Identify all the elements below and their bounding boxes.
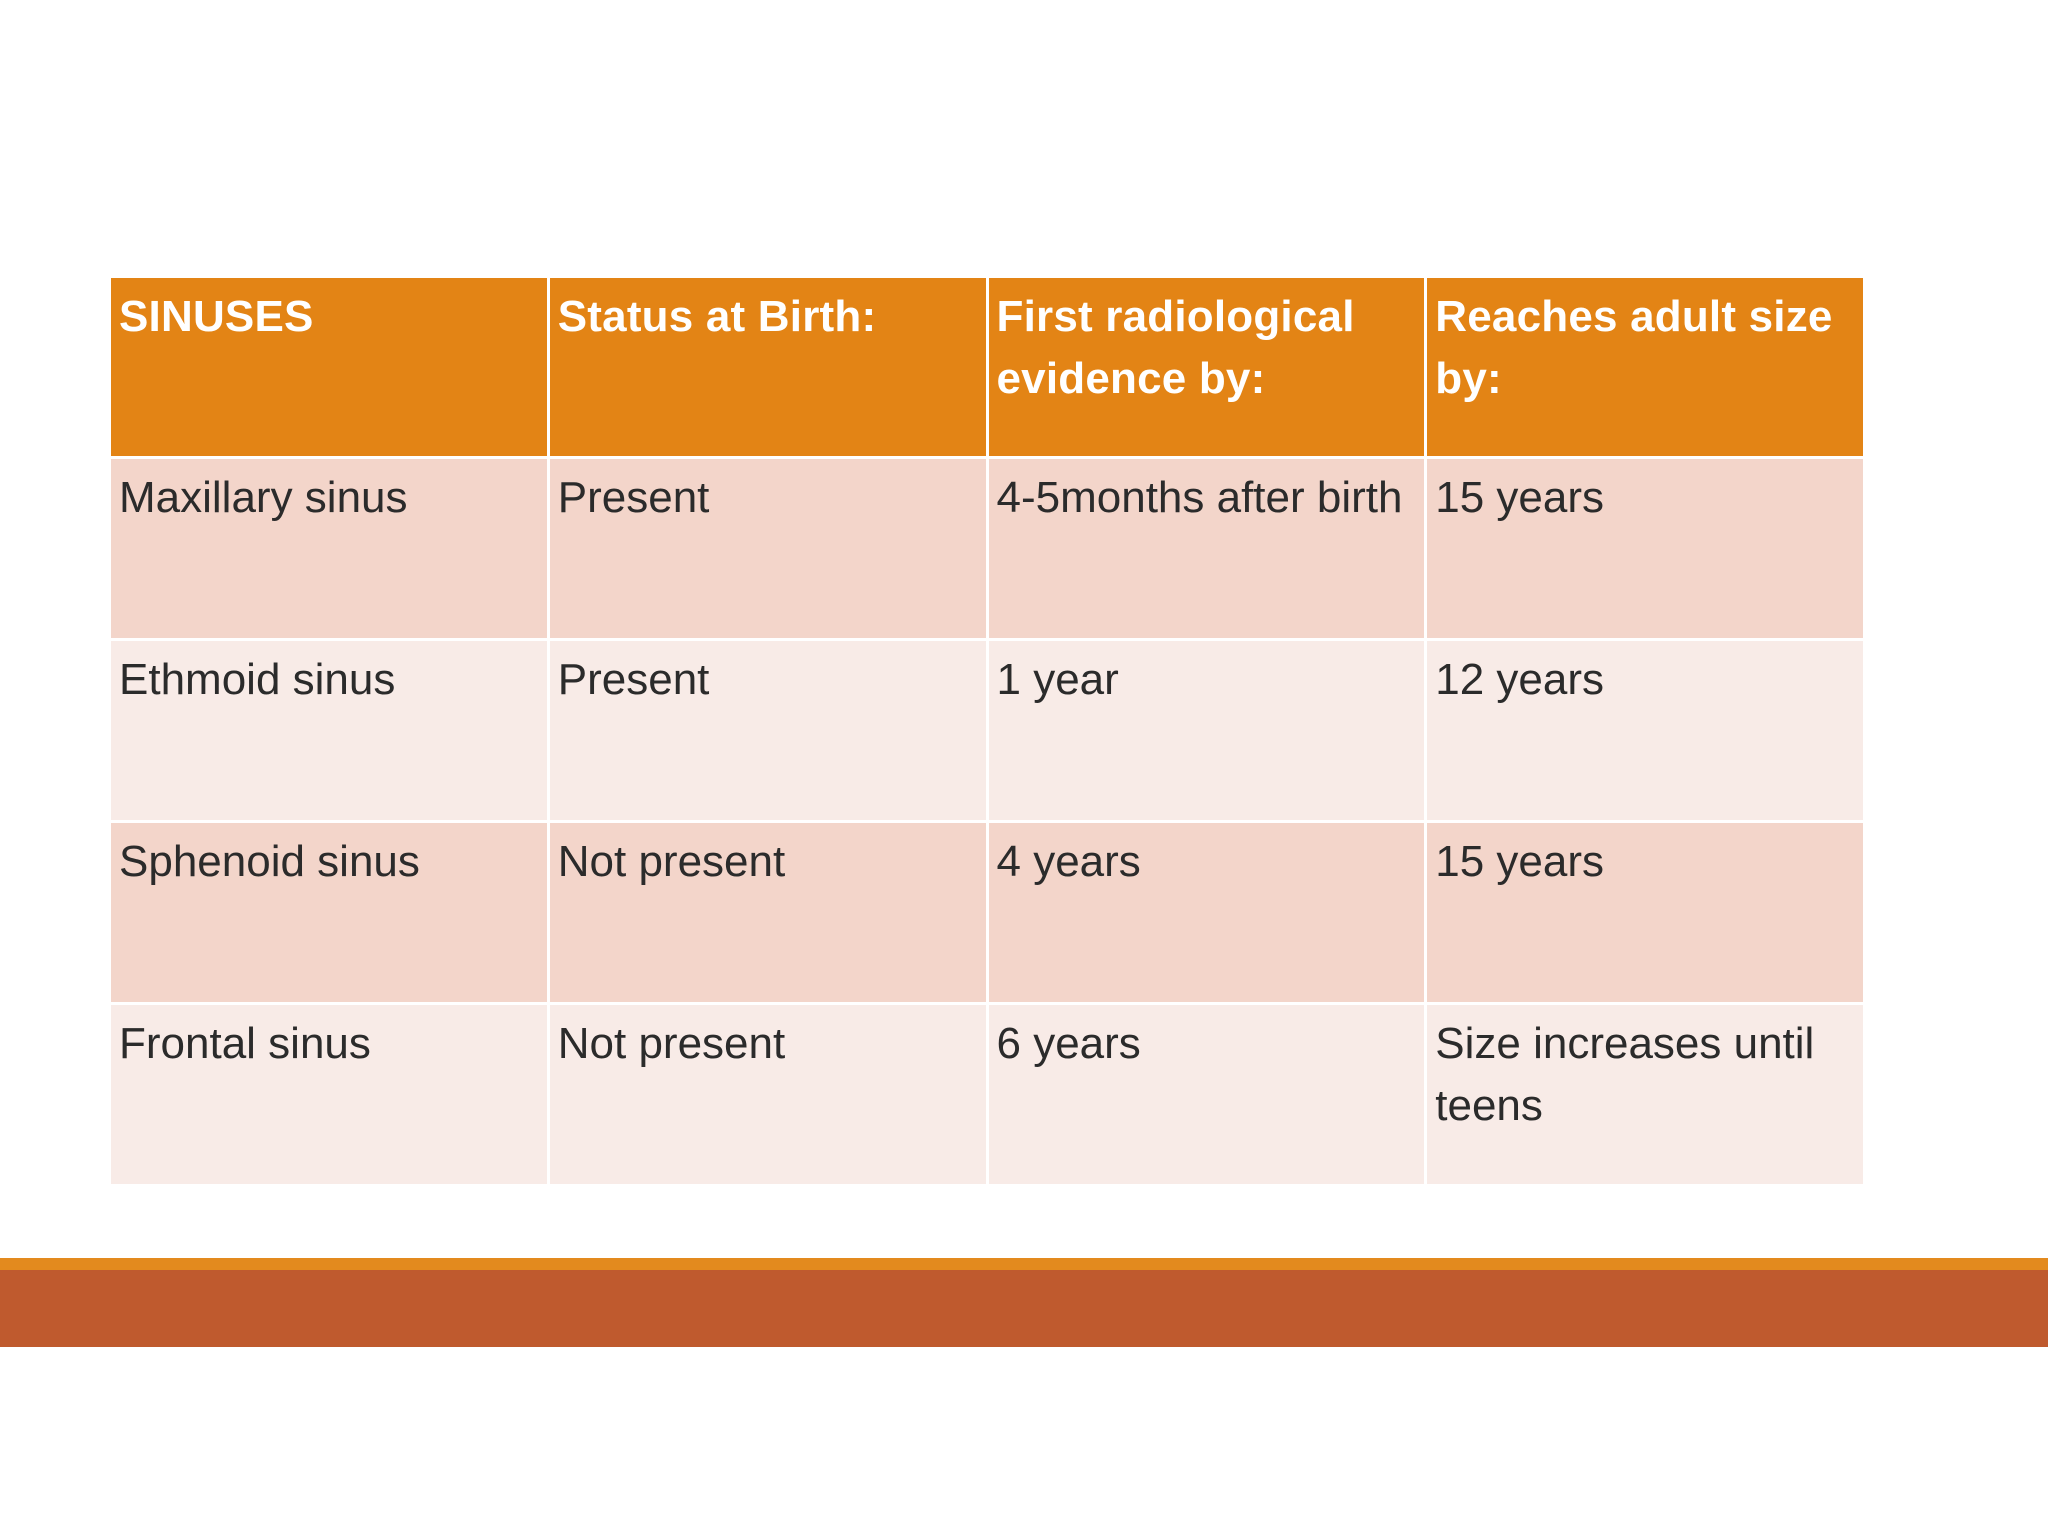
table-row: Frontal sinus Not present 6 years Size i…	[108, 1002, 1866, 1187]
header-sinuses: SINUSES	[108, 275, 550, 459]
cell-first-evidence: 4 years	[985, 820, 1428, 1005]
cell-adult-size: Size increases until teens	[1424, 1002, 1866, 1187]
cell-first-evidence: 6 years	[985, 1002, 1428, 1187]
footer-accent-stripe	[0, 1258, 2048, 1270]
table-row: Sphenoid sinus Not present 4 years 15 ye…	[108, 820, 1866, 1005]
cell-sinus-name: Frontal sinus	[108, 1002, 550, 1187]
cell-status-at-birth: Present	[546, 638, 989, 823]
header-adult-size: Reaches adult size by:	[1424, 275, 1866, 459]
table-row: Maxillary sinus Present 4-5months after …	[108, 456, 1866, 641]
cell-sinus-name: Sphenoid sinus	[108, 820, 550, 1005]
header-status-at-birth: Status at Birth:	[546, 275, 989, 459]
header-first-radiological-evidence: First radiological evidence by:	[985, 275, 1428, 459]
footer-bar	[0, 1270, 2048, 1347]
cell-status-at-birth: Not present	[546, 820, 989, 1005]
sinus-development-table: SINUSES Status at Birth: First radiologi…	[108, 275, 1866, 1187]
cell-adult-size: 15 years	[1424, 456, 1866, 641]
cell-status-at-birth: Present	[546, 456, 989, 641]
cell-sinus-name: Maxillary sinus	[108, 456, 550, 641]
cell-first-evidence: 1 year	[985, 638, 1428, 823]
cell-adult-size: 15 years	[1424, 820, 1866, 1005]
table-header-row: SINUSES Status at Birth: First radiologi…	[108, 275, 1866, 459]
cell-adult-size: 12 years	[1424, 638, 1866, 823]
cell-sinus-name: Ethmoid sinus	[108, 638, 550, 823]
cell-first-evidence: 4-5months after birth	[985, 456, 1428, 641]
table-row: Ethmoid sinus Present 1 year 12 years	[108, 638, 1866, 823]
cell-status-at-birth: Not present	[546, 1002, 989, 1187]
